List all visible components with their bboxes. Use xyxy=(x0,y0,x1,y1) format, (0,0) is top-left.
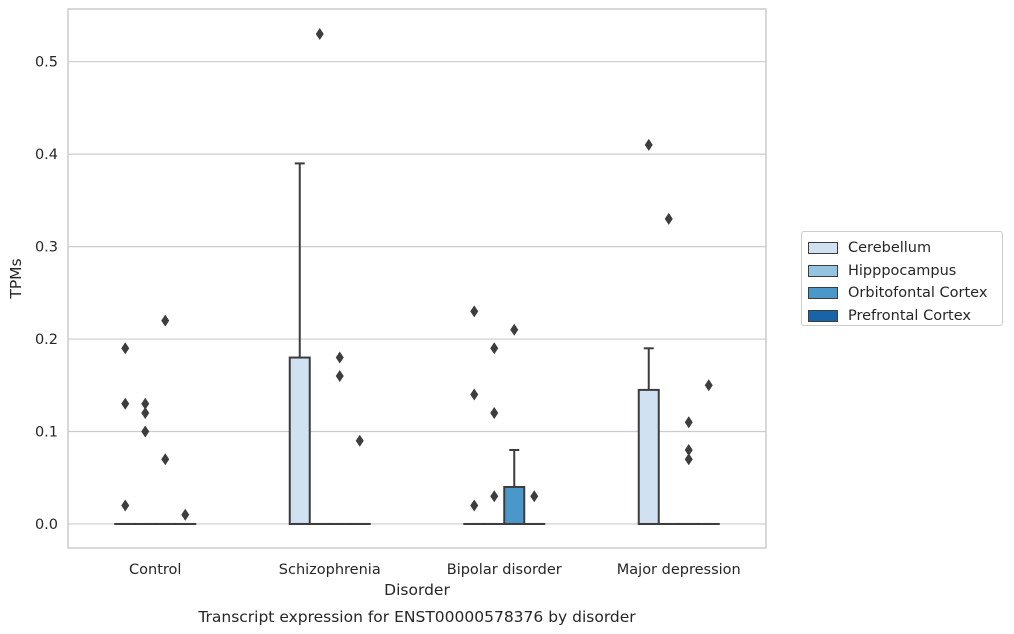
legend-swatch xyxy=(808,310,838,323)
outlier-point xyxy=(141,397,150,410)
outlier-point xyxy=(510,323,519,336)
x-tick-label: Schizophrenia xyxy=(279,562,381,578)
outlier-point xyxy=(684,444,693,456)
outlier-point xyxy=(121,342,130,355)
legend-item: Orbitofontal Cortex xyxy=(808,282,996,305)
y-tick-label: 0.2 xyxy=(35,332,58,348)
outlier-point xyxy=(470,499,479,512)
y-tick-label: 0.1 xyxy=(35,425,58,441)
legend-label: Hipppocampus xyxy=(848,262,957,279)
outlier-point xyxy=(141,407,150,420)
plot-frame xyxy=(67,8,767,549)
outlier-point xyxy=(161,314,170,327)
y-tick-label: 0.4 xyxy=(35,147,58,163)
outlier-point xyxy=(161,453,170,466)
legend-item: Prefrontal Cortex xyxy=(808,305,996,328)
outlier-point xyxy=(644,138,653,151)
legend-label: Orbitofontal Cortex xyxy=(848,285,988,302)
outlier-point xyxy=(704,379,713,392)
outlier-point xyxy=(490,342,499,355)
chart-caption: Transcript expression for ENST0000057837… xyxy=(197,608,636,626)
outlier-point xyxy=(684,416,693,429)
outlier-point xyxy=(335,370,344,383)
outlier-point xyxy=(490,490,499,503)
y-tick-label: 0.0 xyxy=(35,517,58,533)
box xyxy=(288,356,311,525)
x-tick-label: Control xyxy=(129,562,181,578)
outlier-point xyxy=(490,407,499,420)
legend-swatch xyxy=(808,242,838,255)
outlier-point xyxy=(121,397,130,410)
outlier-point xyxy=(530,490,539,503)
y-axis-label: TPMs xyxy=(7,258,25,299)
box xyxy=(637,388,660,525)
x-tick-label: Bipolar disorder xyxy=(447,562,562,578)
outlier-point xyxy=(470,388,479,401)
y-tick-label: 0.3 xyxy=(35,240,58,256)
outlier-point xyxy=(470,305,479,318)
outlier-point xyxy=(335,351,344,364)
outlier-point xyxy=(141,425,150,438)
outlier-point xyxy=(181,508,190,521)
legend-swatch xyxy=(808,264,838,277)
legend-label: Prefrontal Cortex xyxy=(848,308,971,325)
outlier-point xyxy=(315,27,324,40)
outlier-point xyxy=(121,499,130,512)
x-axis-label: Disorder xyxy=(384,581,450,599)
outlier-point xyxy=(684,453,693,466)
legend-swatch xyxy=(808,287,838,300)
legend: Cerebellum Hipppocampus Orbitofontal Corte… xyxy=(801,231,1003,326)
outlier-point xyxy=(355,434,364,447)
x-tick-label: Major depression xyxy=(617,562,741,578)
legend-item: Cerebellum xyxy=(808,237,996,260)
legend-label: Cerebellum xyxy=(848,240,932,257)
y-tick-label: 0.5 xyxy=(35,55,58,71)
outlier-point xyxy=(664,212,673,225)
legend-item: Hipppocampus xyxy=(808,260,996,283)
box xyxy=(503,485,526,525)
